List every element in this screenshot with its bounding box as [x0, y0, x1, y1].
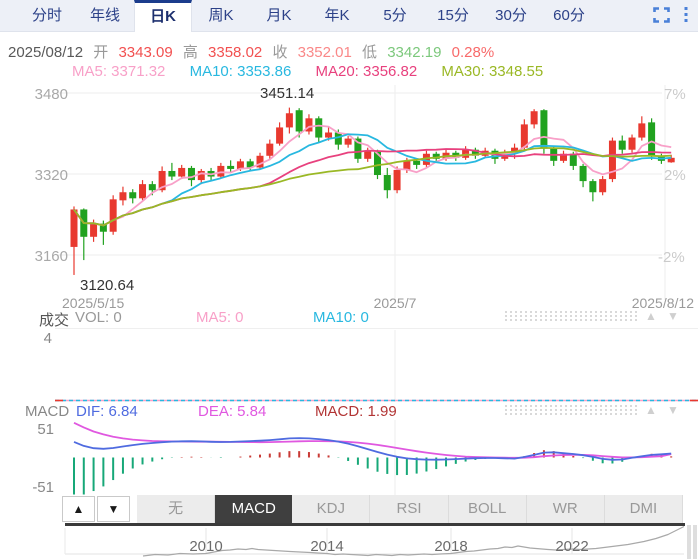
volume-pane-resize-handle[interactable] [505, 311, 638, 321]
tab-60min[interactable]: 60分 [553, 7, 585, 24]
tab-30min[interactable]: 30分 [495, 7, 527, 24]
price-tick-3320: 3320 [34, 167, 68, 184]
volume-separator [55, 328, 698, 329]
open-label: 开 [93, 44, 109, 61]
high-value: 3358.02 [208, 44, 263, 61]
indicator-tab-boll[interactable]: BOLL [448, 495, 527, 523]
ma20-value: MA20: 3356.82 [315, 63, 418, 80]
pct-tick-2: 2% [664, 167, 686, 184]
navigator-year-2022: 2022 [555, 538, 589, 555]
period-tabbar: 分时 年线 日K 周K 月K 年K 5分 15分 30分 60分 [0, 0, 698, 32]
close-value: 3352.01 [297, 44, 352, 61]
macd-dif-value: DIF: 6.84 [76, 403, 138, 420]
change-pct: 0.28% [451, 44, 495, 61]
scrollbar-track[interactable] [687, 525, 691, 559]
ma-values-row: MA5: 3371.32 MA10: 3353.86 MA20: 3356.82… [72, 63, 563, 80]
indicator-tab-wr[interactable]: WR [526, 495, 605, 523]
macd-chart[interactable] [0, 420, 698, 495]
indicator-scroll-up-button[interactable]: ▲ [62, 496, 95, 522]
scrollbar-thumb[interactable] [693, 525, 697, 559]
quote-date: 2025/08/12 [8, 44, 84, 61]
macd-title: MACD [25, 403, 70, 420]
low-annotation: 3120.64 [80, 277, 135, 294]
fullscreen-icon[interactable] [653, 7, 670, 23]
indicator-tab-dmi[interactable]: DMI [604, 495, 683, 523]
macd-pane-expand-button[interactable]: ▲ [645, 403, 657, 417]
quote-row: 2025/08/12 开 3343.09 高 3358.02 收 3352.01… [8, 41, 500, 62]
macd-scale-top: 51 [37, 421, 54, 438]
x-label-mid: 2025/7 [373, 295, 417, 311]
indicator-tab-macd[interactable]: MACD [215, 495, 293, 523]
x-label-end: 2025/8/12 [631, 295, 694, 311]
navigator-top-border [65, 523, 685, 526]
pct-tick-neg2: -2% [658, 249, 685, 266]
tab-yearly-k[interactable]: 年K [324, 7, 350, 24]
indicator-tab-rsi[interactable]: RSI [370, 495, 449, 523]
volume-pane-expand-button[interactable]: ▲ [645, 309, 657, 323]
tab-timeshare[interactable]: 分时 [31, 7, 62, 24]
volume-ma5-value: MA5: 0 [196, 309, 244, 326]
tabbar-icons [653, 7, 688, 23]
ma30-value: MA30: 3348.55 [441, 63, 544, 80]
kebab-menu-icon[interactable] [684, 7, 688, 23]
indicator-scroll-down-button[interactable]: ▼ [97, 496, 130, 522]
volume-scale-top: 4 [43, 330, 52, 347]
volume-title: 成交 [39, 312, 70, 329]
navigator-year-2018: 2018 [434, 538, 468, 555]
low-label: 低 [362, 44, 378, 61]
pct-tick-7: 7% [664, 86, 686, 103]
tab-year-line[interactable]: 年线 [89, 7, 120, 24]
tab-monthly-k[interactable]: 月K [266, 7, 292, 24]
tab-5min[interactable]: 5分 [383, 7, 407, 24]
tab-daily-k[interactable]: 日K [134, 0, 192, 32]
close-label: 收 [272, 44, 288, 61]
macd-dea-value: DEA: 5.84 [198, 403, 267, 420]
volume-ma10-value: MA10: 0 [313, 309, 369, 326]
volume-pane-collapse-button[interactable]: ▼ [667, 309, 679, 323]
price-tick-3160: 3160 [34, 248, 68, 265]
volume-chart[interactable] [0, 330, 698, 402]
low-value: 3342.19 [387, 44, 442, 61]
high-annotation: 3451.14 [260, 85, 315, 102]
indicator-tab-kdj[interactable]: KDJ [292, 495, 371, 523]
macd-pane-collapse-button[interactable]: ▼ [667, 403, 679, 417]
navigator-year-2010: 2010 [189, 538, 223, 555]
history-navigator[interactable] [0, 525, 698, 559]
tab-15min[interactable]: 15分 [437, 7, 469, 24]
indicator-tabs: 无 MACD KDJ RSI BOLL WR DMI [137, 495, 683, 523]
indicator-bar: ▲ ▼ 无 MACD KDJ RSI BOLL WR DMI [0, 495, 698, 523]
tab-weekly-k[interactable]: 周K [208, 7, 234, 24]
price-tick-3480: 3480 [34, 86, 68, 103]
macd-macd-value: MACD: 1.99 [315, 403, 397, 420]
macd-pane-resize-handle[interactable] [505, 405, 638, 415]
open-value: 3343.09 [118, 44, 173, 61]
volume-vol-value: VOL: 0 [75, 309, 122, 326]
ma10-value: MA10: 3353.86 [189, 63, 292, 80]
x-label-start: 2025/5/15 [62, 295, 125, 311]
kline-chart[interactable] [0, 85, 698, 300]
macd-scale-bottom: -51 [32, 479, 54, 496]
indicator-tab-none[interactable]: 无 [137, 495, 216, 523]
navigator-year-2014: 2014 [310, 538, 344, 555]
ma5-value: MA5: 3371.32 [72, 63, 166, 80]
high-label: 高 [182, 44, 198, 61]
